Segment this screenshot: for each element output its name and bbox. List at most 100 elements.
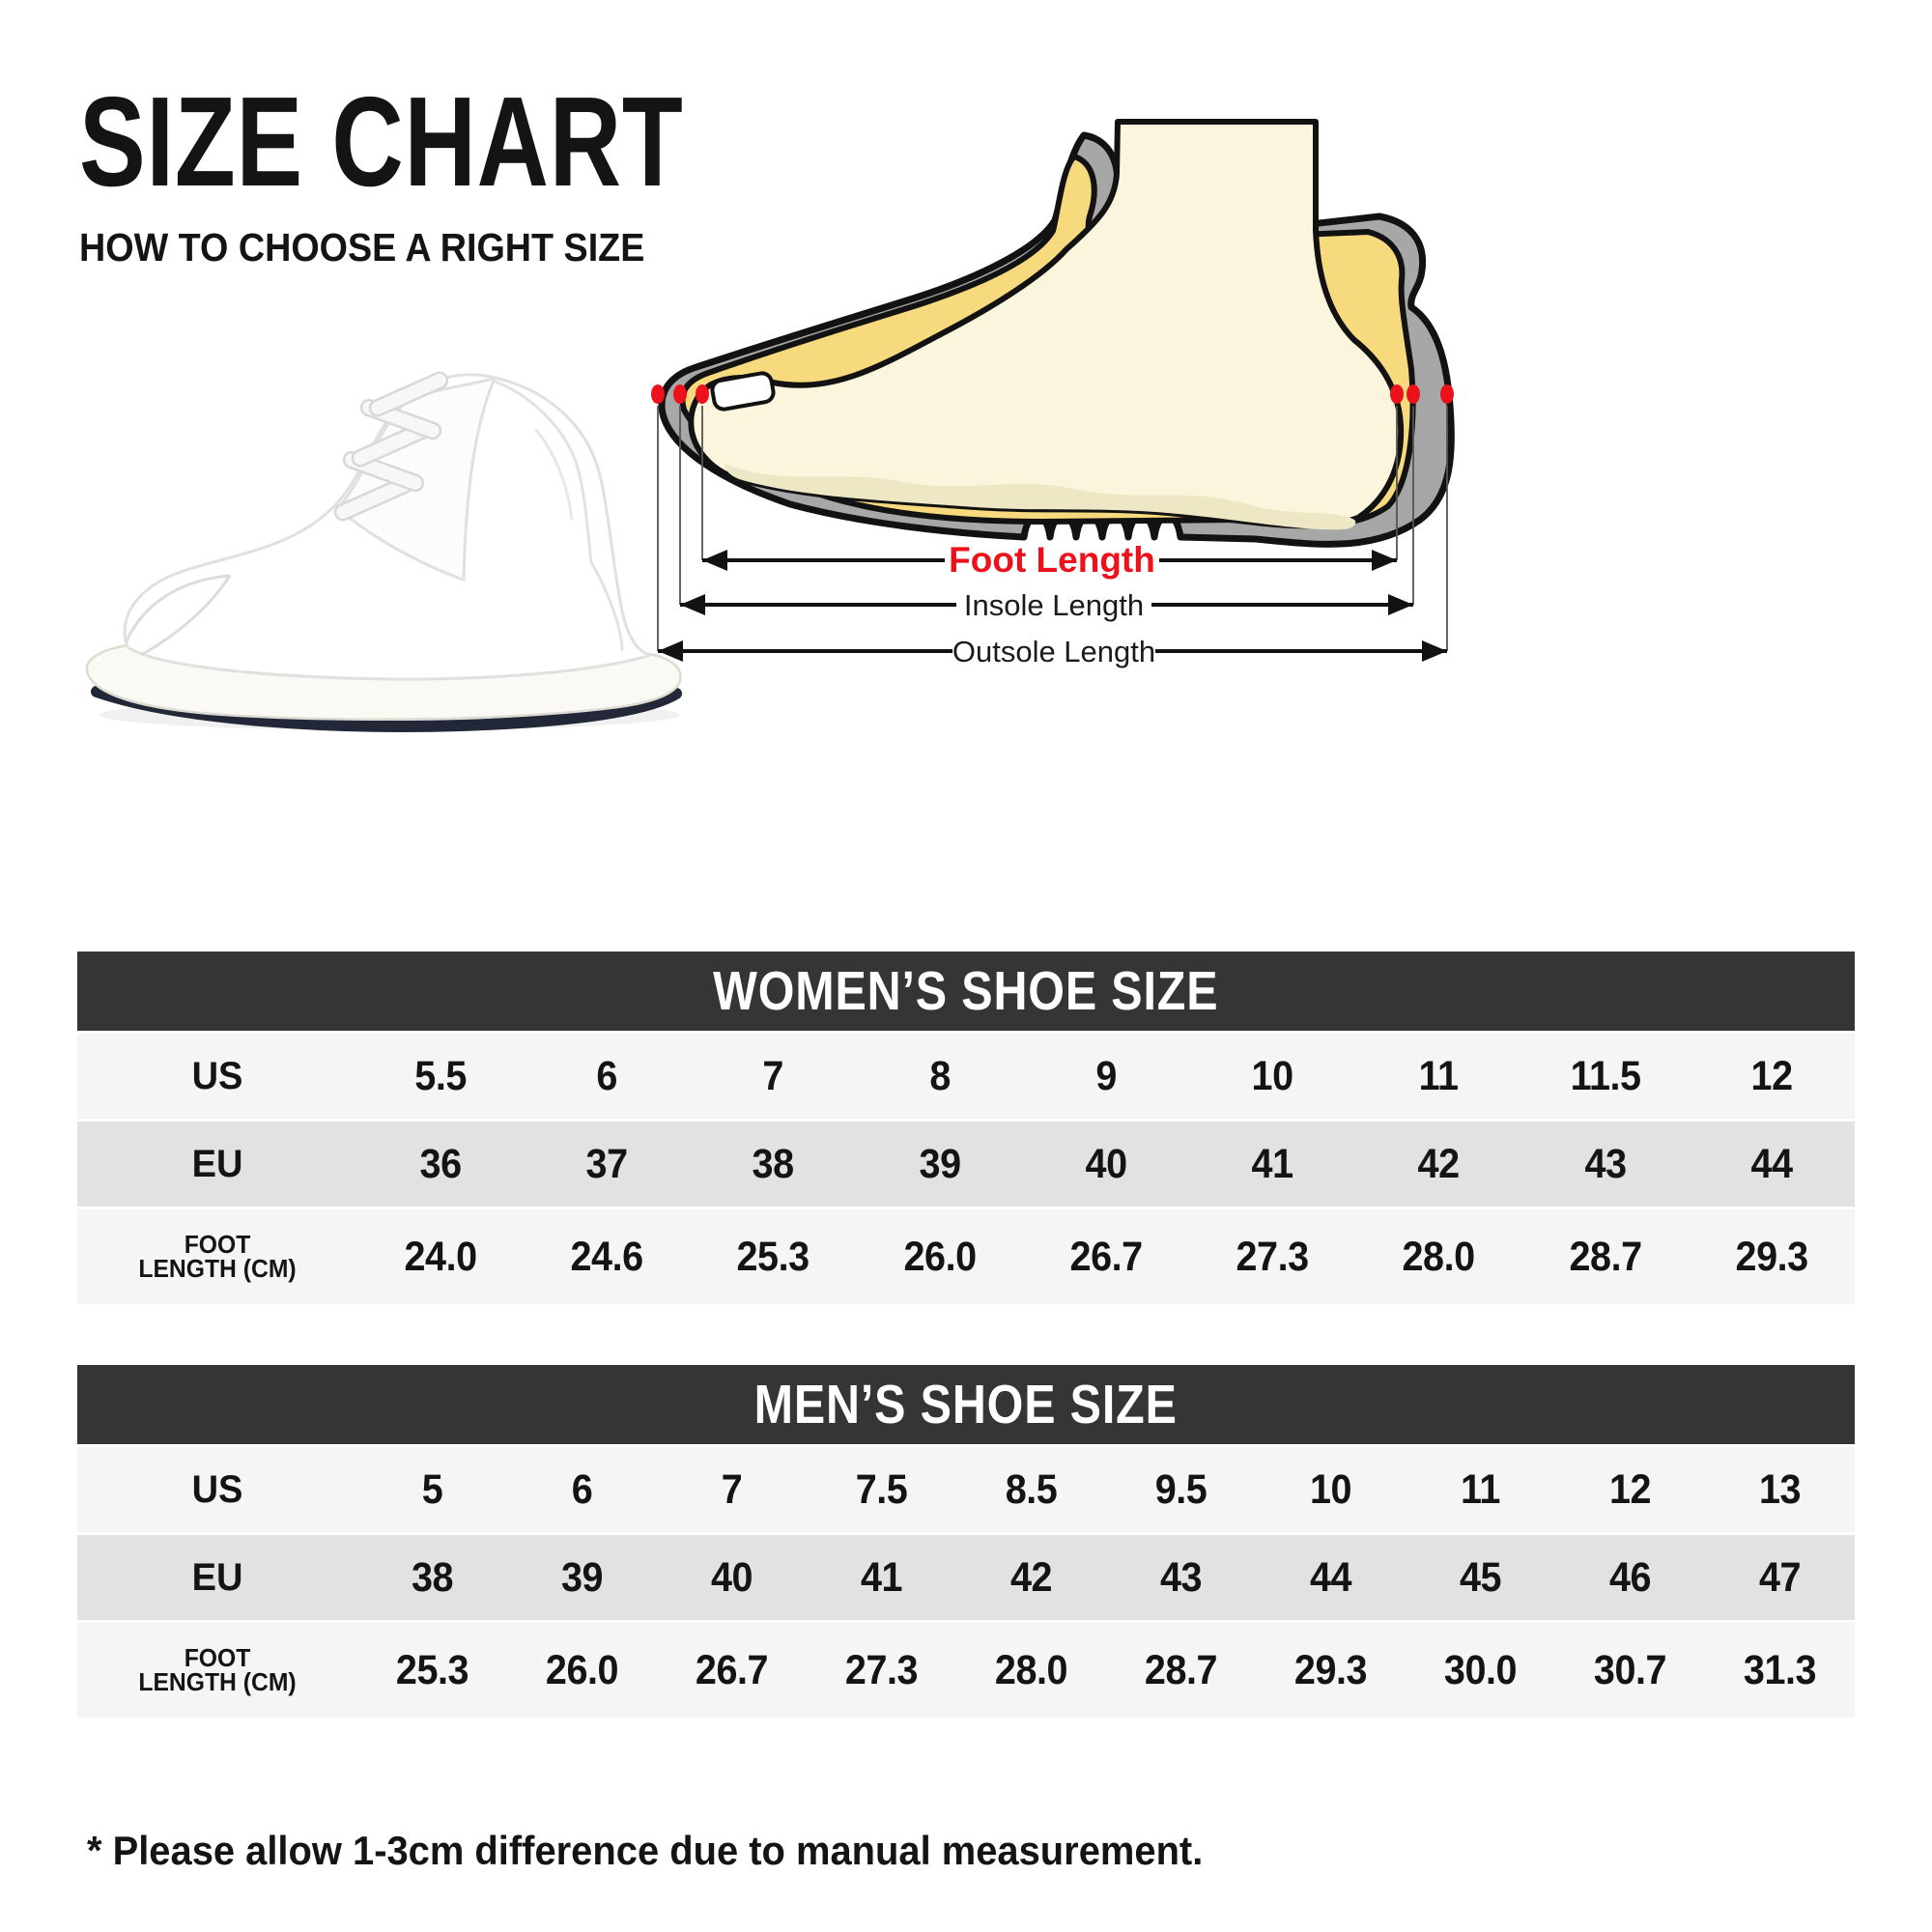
size-cell: 37 [585, 1140, 629, 1187]
size-cell: 45 [1459, 1553, 1502, 1601]
measurement-footnote: * Please allow 1-3cm difference due to m… [87, 1828, 1204, 1873]
size-cell: 25.3 [395, 1646, 469, 1693]
toe-cap-seam [124, 574, 231, 644]
size-cell: 38 [411, 1553, 454, 1601]
size-cell: 28.7 [1144, 1646, 1218, 1693]
size-cell: 44 [1750, 1140, 1793, 1187]
size-cell: 6 [596, 1052, 618, 1099]
size-cell: 11.5 [1570, 1052, 1641, 1099]
row-label: FOOT LENGTH (CM) [138, 1643, 297, 1696]
size-cell: 26.0 [545, 1646, 619, 1693]
size-cell: 12 [1750, 1052, 1793, 1099]
collar-pad-seam [533, 428, 574, 521]
men-size-table: MEN’S SHOE SIZE US 5 6 7 7.5 8.5 9.5 10 11 12 13 EU… [77, 1365, 1855, 1718]
insole-length-label: Insole Length [964, 588, 1144, 622]
size-cell: 39 [560, 1553, 604, 1601]
foot-shading [724, 464, 1356, 530]
foot-measurement-diagram: Foot Length Insole Length Outsole Length [638, 87, 1488, 686]
size-cell: 26.7 [695, 1646, 769, 1693]
foot-length-label: Foot Length [949, 540, 1155, 580]
row-label: FOOT LENGTH (CM) [138, 1230, 297, 1283]
size-cell: 47 [1758, 1553, 1802, 1601]
size-cell: 11 [1461, 1465, 1500, 1513]
women-table-body: US 5.5 6 7 8 9 10 11 11.5 12 EU 36 37 38 39 40 41 42 43 44 F… [77, 1031, 1855, 1304]
size-cell: 25.3 [736, 1233, 810, 1280]
size-cell: 11 [1418, 1052, 1459, 1099]
size-cell: 8.5 [1005, 1465, 1058, 1513]
size-cell: 44 [1309, 1553, 1352, 1601]
row-label: EU [191, 1556, 243, 1599]
page-header: SIZE CHART HOW TO CHOOSE A RIGHT SIZE [79, 71, 854, 270]
row-label: US [191, 1468, 243, 1511]
outsole-length-label: Outsole Length [952, 635, 1155, 668]
size-cell: 28.0 [994, 1646, 1068, 1693]
size-cell: 42 [1417, 1140, 1461, 1187]
size-cell: 36 [419, 1140, 463, 1187]
size-cell: 41 [860, 1553, 903, 1601]
size-cell: 30.0 [1443, 1646, 1518, 1693]
foot-length-arrowheads [702, 550, 1397, 571]
size-cell: 7.5 [855, 1465, 908, 1513]
size-cell: 38 [752, 1140, 795, 1187]
insole-length-arrowheads [680, 594, 1413, 615]
women-row-foot: FOOT LENGTH (CM) 24.0 24.6 25.3 26.0 26.7 27.3 2… [77, 1207, 1855, 1304]
size-cell: 13 [1758, 1465, 1802, 1513]
men-table-title: MEN’S SHOE SIZE [753, 1374, 1179, 1435]
women-table-title: WOMEN’S SHOE SIZE [713, 960, 1219, 1022]
size-cell: 29.3 [1293, 1646, 1368, 1693]
outsole-length-arrowheads [658, 640, 1447, 662]
size-cell: 5 [421, 1465, 443, 1513]
men-table-body: US 5 6 7 7.5 8.5 9.5 10 11 12 13 EU 38 39 40 41 42 43 44 45… [77, 1444, 1855, 1718]
women-table-header: WOMEN’S SHOE SIZE [77, 952, 1855, 1031]
size-cell: 10 [1309, 1465, 1352, 1513]
size-cell: 29.3 [1735, 1233, 1808, 1280]
size-cell: 43 [1159, 1553, 1203, 1601]
size-cell: 40 [710, 1553, 753, 1601]
size-cell: 8 [928, 1052, 951, 1099]
size-cell: 40 [1085, 1140, 1127, 1187]
size-cell: 42 [1009, 1553, 1053, 1601]
size-cell: 7 [721, 1465, 743, 1513]
foot-in-shoe-cross-section: Foot Length Insole Length Outsole Length [651, 119, 1455, 668]
women-size-table: WOMEN’S SHOE SIZE US 5.5 6 7 8 9 10 11 11.5 12 EU 3… [77, 952, 1855, 1304]
row-label: US [191, 1055, 243, 1097]
size-cell: 10 [1251, 1052, 1294, 1099]
size-cell: 30.7 [1593, 1646, 1667, 1693]
mudguard-seam [140, 575, 232, 657]
men-row-foot: FOOT LENGTH (CM) 25.3 26.0 26.7 27.3 28.0 28.7 2… [77, 1620, 1855, 1718]
men-table-header: MEN’S SHOE SIZE [77, 1365, 1855, 1444]
size-cell: 5.5 [414, 1052, 467, 1099]
size-cell: 28.7 [1569, 1233, 1642, 1280]
men-row-us: US 5 6 7 7.5 8.5 9.5 10 11 12 13 [77, 1444, 1855, 1532]
foot-and-leg [688, 119, 1405, 529]
size-cell: 27.3 [1236, 1233, 1310, 1280]
size-cell: 6 [571, 1465, 593, 1513]
size-cell: 26.7 [1069, 1233, 1143, 1280]
size-cell: 7 [762, 1052, 784, 1099]
women-row-us: US 5.5 6 7 8 9 10 11 11.5 12 [77, 1031, 1855, 1119]
product-photo-sneaker [46, 336, 723, 742]
heel-seam [589, 561, 624, 652]
measurement-guide-lines [657, 406, 1448, 651]
men-row-eu: EU 38 39 40 41 42 43 44 45 46 47 [77, 1532, 1855, 1620]
size-cell: 24.0 [404, 1233, 478, 1280]
laces [333, 371, 449, 522]
page-subtitle: HOW TO CHOOSE A RIGHT SIZE [79, 224, 645, 270]
size-cell: 39 [919, 1140, 961, 1187]
size-cell: 24.6 [570, 1233, 644, 1280]
row-label: EU [191, 1143, 243, 1185]
toenail [710, 371, 776, 412]
size-cell: 9.5 [1154, 1465, 1208, 1513]
ankle-collar-seam [492, 379, 593, 563]
size-cell: 31.3 [1743, 1646, 1817, 1693]
size-cell: 41 [1251, 1140, 1294, 1187]
size-cell: 43 [1584, 1140, 1627, 1187]
size-cell: 27.3 [844, 1646, 919, 1693]
red-marker-dots [651, 384, 1454, 404]
page-title: SIZE CHART [79, 71, 684, 213]
size-cell: 9 [1095, 1052, 1117, 1099]
size-cell: 46 [1608, 1553, 1652, 1601]
sneaker-illustration [85, 371, 682, 732]
size-cell: 12 [1608, 1465, 1652, 1513]
women-row-eu: EU 36 37 38 39 40 41 42 43 44 [77, 1119, 1855, 1207]
